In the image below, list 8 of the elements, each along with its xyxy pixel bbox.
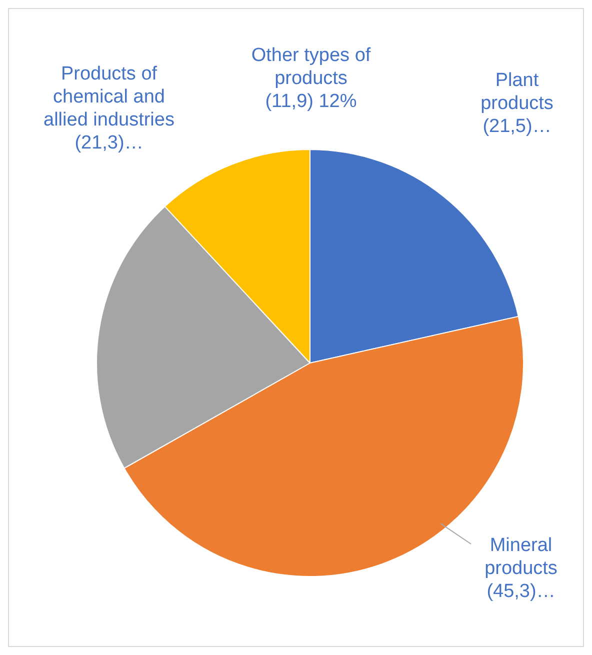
slice-label: Products of chemical and allied industries <box>44 64 174 131</box>
slice-label: Plant products <box>480 70 554 114</box>
data-label: (45,3)… <box>486 581 556 602</box>
data-label: (21,3)… <box>74 132 144 154</box>
slice-label: Other types of products <box>251 45 372 90</box>
slice-label: Mineral products <box>484 535 558 580</box>
data-label: (21,5)… <box>482 116 552 138</box>
data-label: (11,9) 12% <box>265 91 357 112</box>
